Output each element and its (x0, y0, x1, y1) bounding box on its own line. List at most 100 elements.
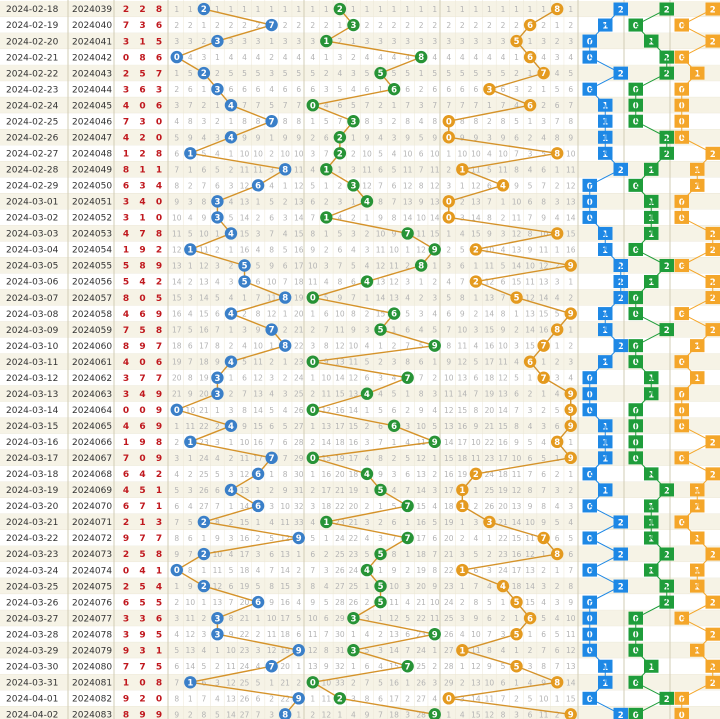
trend-point (333, 131, 347, 144)
indicator-label: 0 (587, 54, 593, 64)
trend-point (197, 2, 211, 16)
miss-value: 11 (240, 165, 250, 174)
miss-value: 19 (294, 294, 304, 303)
miss-value: 17 (458, 438, 468, 447)
trend-point-label: 4 (228, 310, 234, 320)
miss-value: 3 (541, 37, 546, 46)
miss-value: 1 (310, 422, 315, 431)
draw-digit: 8 (123, 294, 129, 304)
miss-value: 12 (512, 229, 522, 238)
miss-value: 17 (416, 534, 426, 543)
row-issue: 2024079 (72, 646, 112, 656)
trend-point (523, 18, 537, 32)
miss-value: 12 (253, 374, 263, 383)
trend-point (251, 179, 265, 192)
indicator-line (650, 489, 668, 507)
trend-point-label: 2 (201, 550, 207, 560)
trend-point (292, 692, 305, 705)
miss-value: 19 (498, 486, 508, 495)
miss-value: 25 (294, 390, 304, 399)
trend-point-label: 6 (527, 21, 533, 31)
miss-value: 24 (199, 454, 209, 463)
miss-value: 6 (446, 85, 451, 94)
miss-value: 3 (215, 438, 220, 447)
miss-value: 6 (296, 630, 301, 639)
row-date: 2024-03-07 (6, 294, 58, 304)
miss-value: 5 (568, 69, 573, 78)
miss-value: 11 (294, 165, 304, 174)
miss-value: 8 (514, 165, 519, 174)
miss-value: 8 (242, 406, 247, 415)
trend-point (292, 531, 305, 545)
miss-value: 1 (555, 165, 560, 174)
miss-value: 1 (514, 646, 519, 655)
draw-digit: 1 (156, 646, 162, 656)
miss-value: 3 (310, 342, 315, 351)
miss-value: 7 (296, 101, 301, 110)
miss-value: 11 (416, 438, 426, 447)
miss-value: 7 (283, 101, 288, 110)
miss-value: 4 (568, 518, 573, 527)
miss-value: 5 (473, 69, 478, 78)
miss-value: 3 (460, 213, 465, 222)
row-issue: 2024053 (72, 230, 112, 240)
miss-value: 27 (199, 502, 209, 511)
miss-value: 1 (324, 181, 329, 190)
trend-point-label: 0 (174, 406, 180, 416)
miss-value: 4 (392, 53, 397, 62)
draw-digit: 7 (139, 374, 145, 384)
draw-digit: 0 (156, 214, 162, 224)
indicator-label: 2 (710, 551, 716, 561)
trend-point (347, 18, 360, 32)
trend-line-segment (448, 136, 558, 154)
miss-value: 3 (432, 390, 437, 399)
miss-value: 12 (539, 261, 549, 270)
miss-value: 7 (446, 326, 451, 335)
indicator-label: 0 (587, 470, 593, 480)
miss-value: 12 (322, 710, 332, 719)
miss-value: 7 (501, 294, 506, 303)
miss-value: 4 (174, 630, 179, 639)
miss-value: 6 (405, 326, 410, 335)
trend-line-segment (462, 553, 558, 571)
miss-value: 6 (392, 518, 397, 527)
trend-point-label: 0 (310, 358, 316, 368)
miss-value: 3 (555, 374, 560, 383)
miss-value: 9 (188, 390, 193, 399)
miss-value: 2 (269, 358, 274, 367)
miss-value: 2 (514, 694, 519, 703)
trend-point (374, 66, 387, 80)
indicator-label: 2 (710, 631, 716, 641)
miss-value: 4 (365, 534, 370, 543)
miss-value: 24 (349, 566, 359, 575)
miss-value: 5 (541, 454, 546, 463)
miss-value: 10 (186, 406, 196, 415)
miss-value: 9 (242, 133, 247, 142)
miss-value: 2 (541, 101, 546, 110)
miss-value: 3 (541, 582, 546, 591)
indicator-line (696, 152, 714, 170)
indicator-label: 1 (648, 38, 654, 48)
draw-digit: 9 (139, 438, 145, 448)
miss-value: 4 (256, 662, 261, 671)
miss-value: 3 (460, 614, 465, 623)
indicator-label: 2 (664, 150, 670, 160)
miss-value: 3 (365, 245, 370, 254)
indicator-line (696, 585, 714, 603)
miss-value: 11 (471, 165, 481, 174)
trend-point-label: 4 (228, 133, 234, 143)
miss-value: 10 (498, 342, 508, 351)
trend-point (442, 115, 455, 128)
miss-value: 5 (215, 470, 220, 479)
miss-value: 22 (444, 566, 454, 575)
miss-value: 14 (566, 678, 576, 687)
miss-value: 3 (229, 37, 234, 46)
miss-value: 6 (174, 662, 179, 671)
trend-point-label: 3 (350, 21, 356, 31)
trend-point-label: 0 (446, 133, 452, 143)
trend-point-label: 3 (486, 518, 492, 528)
draw-digit: 0 (139, 358, 145, 368)
trend-point-label: 5 (514, 294, 520, 304)
indicator-label: 0 (679, 422, 685, 432)
miss-value: 1 (419, 5, 424, 14)
